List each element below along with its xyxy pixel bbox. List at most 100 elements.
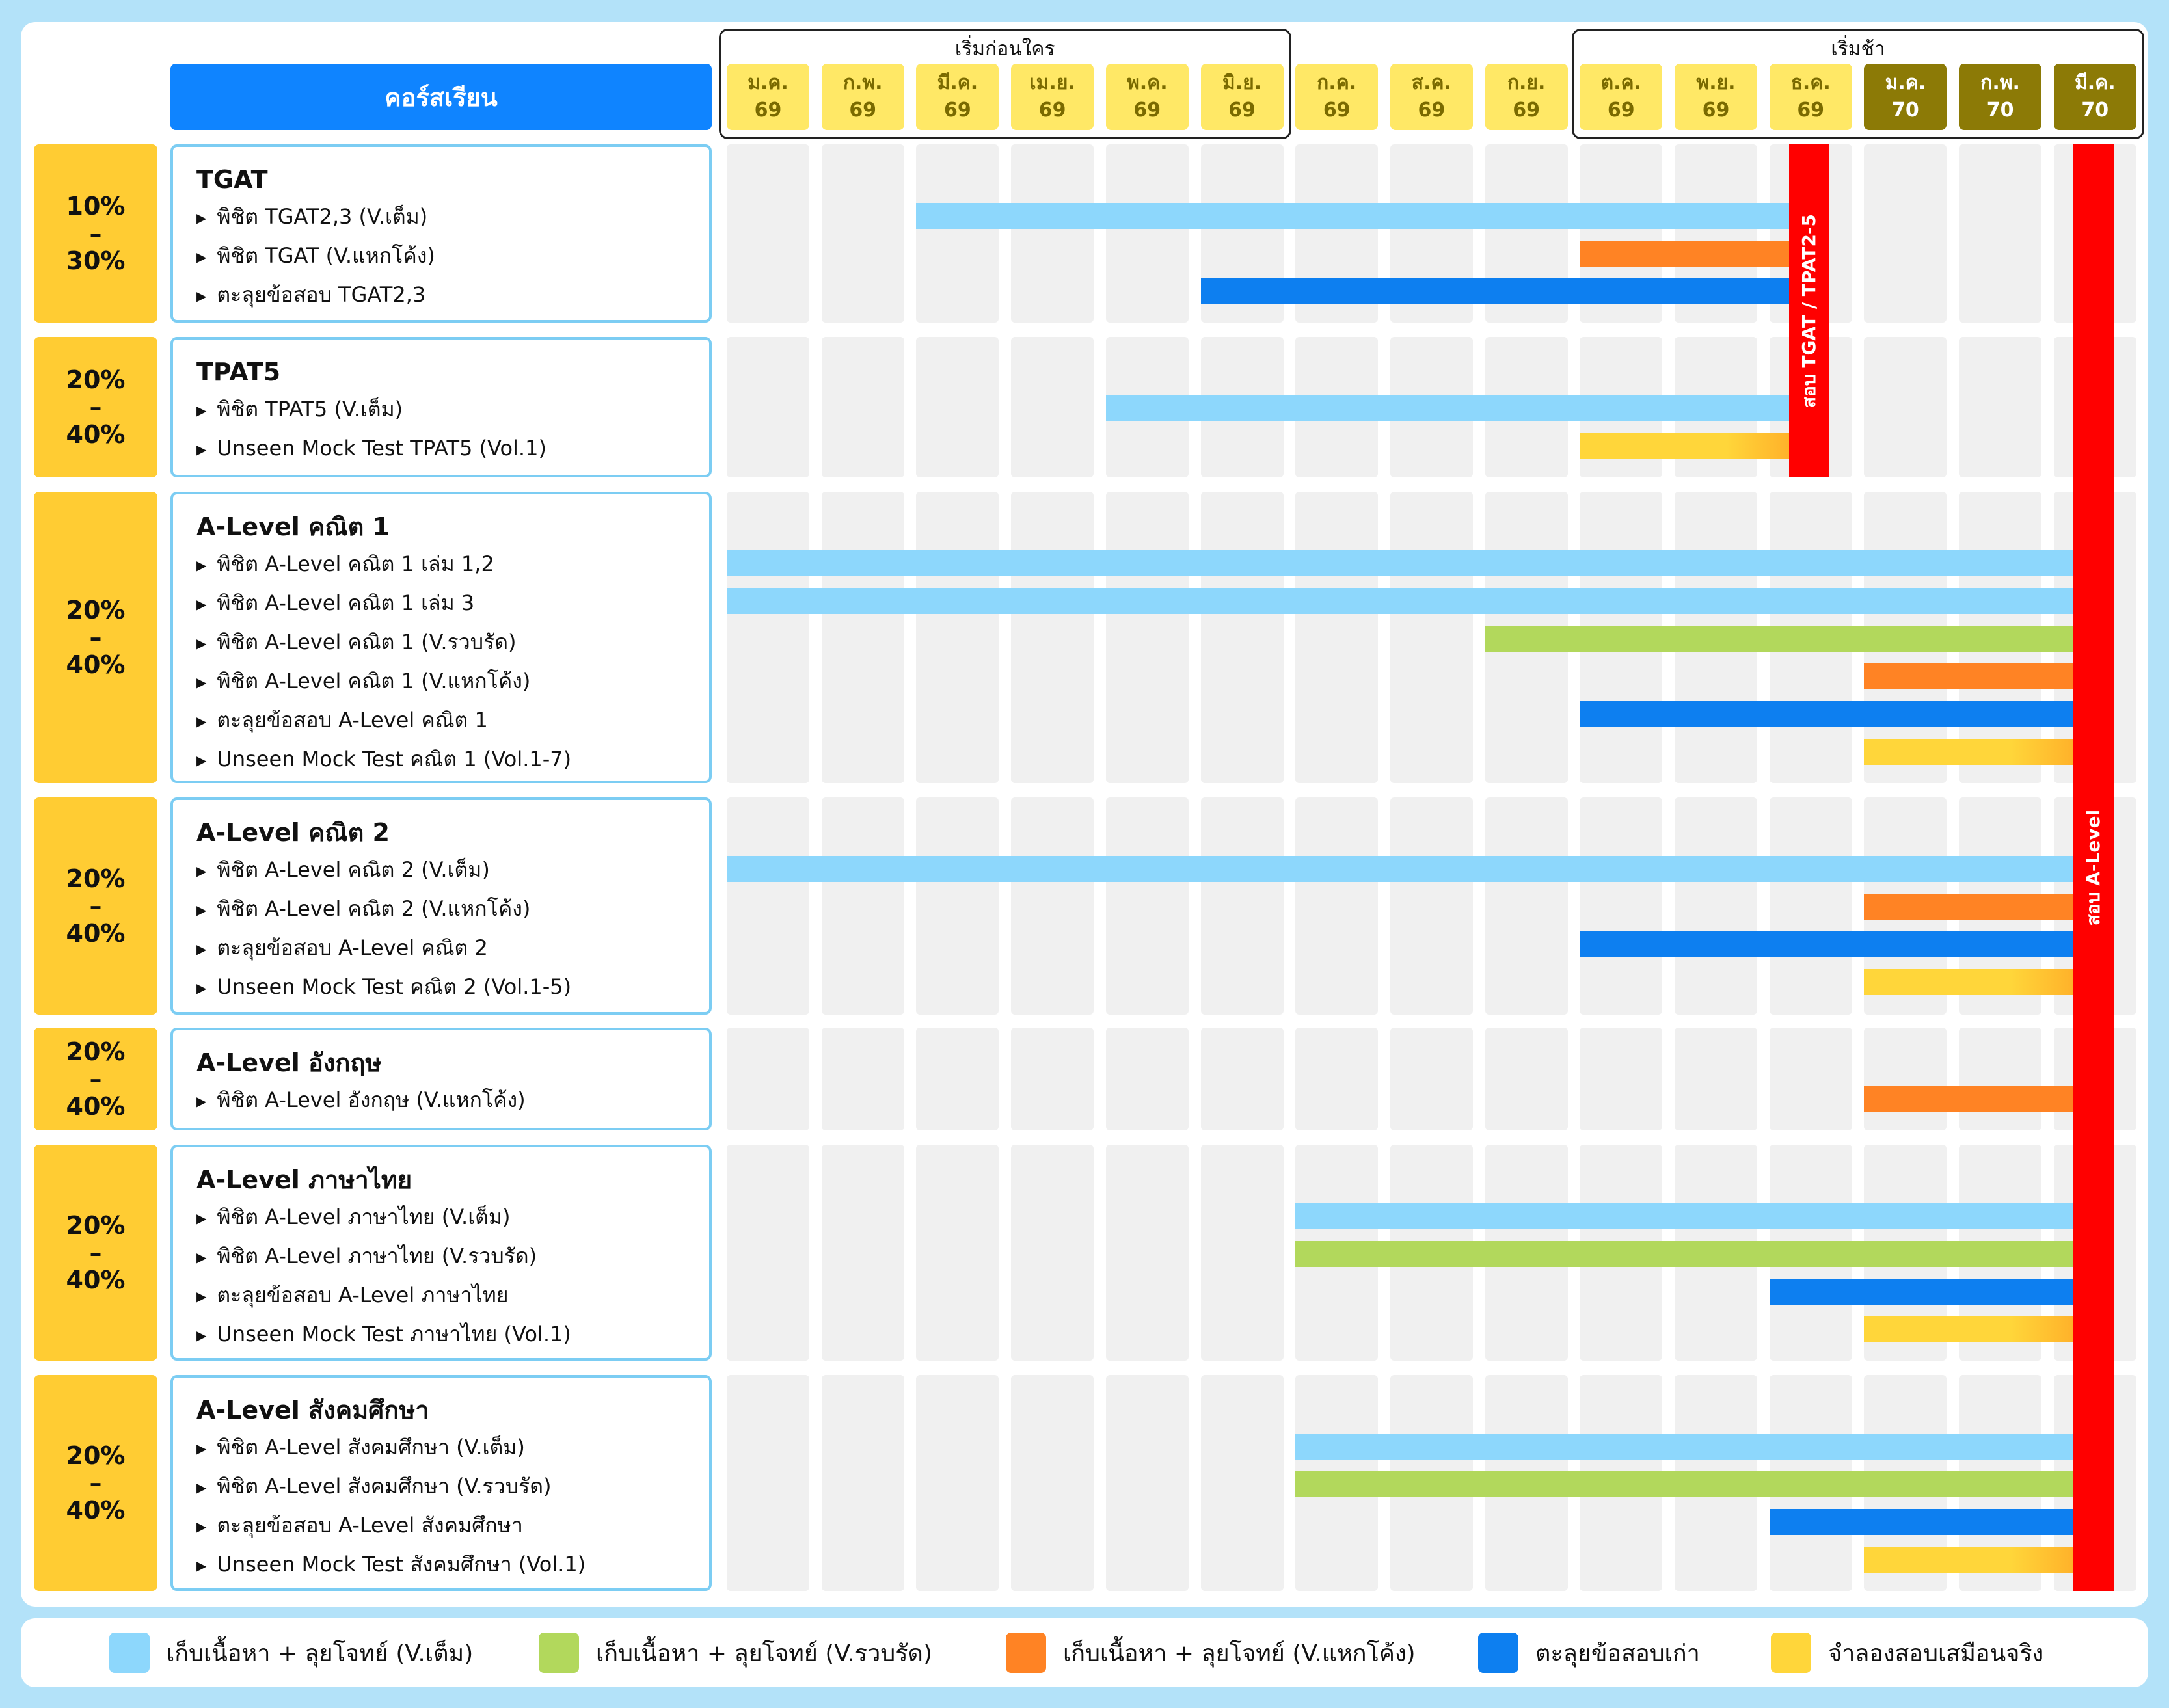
schedule-bar-full[interactable]	[1295, 1203, 2073, 1229]
schedule-bar-full[interactable]	[727, 856, 2073, 882]
schedule-bar-mock[interactable]	[1864, 739, 2073, 765]
grid-cell	[727, 144, 809, 323]
grid-cell	[727, 1145, 809, 1361]
grid-cell	[1390, 1028, 1473, 1130]
schedule-bar-past[interactable]	[1200, 278, 1789, 304]
course-title: A-Level คณิต 2	[196, 818, 390, 847]
course-item[interactable]: ▶ พิชิต A-Level คณิต 2 (V.เต็ม)	[196, 851, 709, 890]
legend-swatch-past	[1478, 1633, 1518, 1673]
month-header-13: ม.ค. 70	[1864, 64, 1947, 130]
schedule-bar-mock[interactable]	[1580, 433, 1789, 459]
percent-dash: –	[89, 219, 102, 248]
schedule-bar-past[interactable]	[1769, 1509, 2073, 1535]
schedule-bar-full[interactable]	[727, 550, 2073, 576]
triangle-right-icon: ▶	[196, 674, 207, 690]
schedule-bar-full[interactable]	[916, 203, 1789, 229]
schedule-bar-past[interactable]	[1580, 931, 2073, 957]
schedule-bar-summary[interactable]	[1485, 626, 2073, 652]
schedule-bar-summary[interactable]	[1295, 1471, 2073, 1497]
month-header-2: ก.พ. 69	[821, 64, 904, 130]
triangle-right-icon: ▶	[196, 288, 207, 304]
month-year: 69	[754, 99, 782, 122]
course-item[interactable]: ▶ พิชิต A-Level ภาษาไทย (V.เต็ม)	[196, 1198, 709, 1237]
grid-cell	[821, 797, 904, 1015]
schedule-bar-turbo[interactable]	[1864, 894, 2073, 920]
course-item[interactable]: ▶ Unseen Mock Test ภาษาไทย (Vol.1)	[196, 1315, 709, 1354]
grid-cell	[1675, 797, 1757, 1015]
course-item[interactable]: ▶ พิชิต TGAT2,3 (V.เต็ม)	[196, 198, 709, 237]
month-name: เม.ย.	[1029, 72, 1075, 94]
triangle-right-icon: ▶	[196, 1441, 207, 1456]
grid-cell	[821, 492, 904, 783]
grid-cell	[821, 144, 904, 323]
month-name: ม.ค.	[1885, 72, 1926, 94]
course-item-label: Unseen Mock Test สังคมศึกษา (Vol.1)	[217, 1552, 586, 1577]
schedule-bar-turbo[interactable]	[1864, 663, 2073, 689]
grid-cell	[821, 1375, 904, 1591]
course-item[interactable]: ▶ พิชิต A-Level คณิต 1 เล่ม 3	[196, 584, 709, 623]
legend-label: ตะลุยข้อสอบเก่า	[1535, 1640, 1700, 1667]
course-item[interactable]: ▶ Unseen Mock Test สังคมศึกษา (Vol.1)	[196, 1545, 709, 1584]
month-header-12: ธ.ค. 69	[1769, 64, 1852, 130]
course-item[interactable]: ▶ ตะลุยข้อสอบ A-Level คณิต 1	[196, 701, 709, 740]
schedule-bar-summary[interactable]	[1295, 1241, 2073, 1267]
legend-swatch-summary	[539, 1633, 579, 1673]
schedule-bar-turbo[interactable]	[1864, 1086, 2073, 1112]
schedule-bar-mock[interactable]	[1864, 969, 2073, 995]
month-name: มี.ค.	[937, 72, 978, 94]
course-item[interactable]: ▶ Unseen Mock Test คณิต 2 (Vol.1-5)	[196, 968, 709, 1007]
course-item[interactable]: ▶ พิชิต A-Level สังคมศึกษา (V.เต็ม)	[196, 1428, 709, 1467]
course-item[interactable]: ▶ ตะลุยข้อสอบ A-Level คณิต 2	[196, 929, 709, 968]
schedule-bar-past[interactable]	[1769, 1279, 2073, 1305]
schedule-bar-mock[interactable]	[1864, 1547, 2073, 1573]
schedule-bar-full[interactable]	[727, 588, 2073, 614]
grid-cell	[1105, 492, 1189, 783]
course-item[interactable]: ▶ ตะลุยข้อสอบ TGAT2,3	[196, 276, 709, 315]
grid-cell	[1485, 1028, 1568, 1130]
course-item[interactable]: ▶ พิชิต TPAT5 (V.เต็ม)	[196, 390, 709, 429]
grid-cell	[821, 337, 904, 477]
schedule-bar-full[interactable]	[1295, 1434, 2073, 1460]
month-header-8: ส.ค. 69	[1390, 64, 1473, 130]
month-header-10: ต.ค. 69	[1580, 64, 1663, 130]
percent-min: 20%	[66, 864, 126, 893]
month-year: 70	[1986, 99, 2014, 122]
course-item[interactable]: ▶ พิชิต A-Level อังกฤษ (V.แหกโค้ง)	[196, 1081, 709, 1120]
course-item[interactable]: ▶ พิชิต A-Level คณิต 1 (V.แหกโค้ง)	[196, 662, 709, 701]
month-name: มิ.ย.	[1222, 72, 1262, 94]
schedule-bar-mock[interactable]	[1864, 1316, 2073, 1342]
grid-cell	[916, 337, 999, 477]
triangle-right-icon: ▶	[196, 210, 207, 226]
month-name: ธ.ค.	[1790, 72, 1831, 94]
course-item[interactable]: ▶ พิชิต A-Level สังคมศึกษา (V.รวบรัด)	[196, 1467, 709, 1506]
month-year: 70	[1892, 99, 1919, 122]
course-item-label: พิชิต TPAT5 (V.เต็ม)	[217, 397, 403, 421]
legend-item-full: เก็บเนื้อหา + ลุยโจทย์ (V.เต็ม)	[109, 1633, 473, 1673]
grid-cell	[916, 492, 999, 783]
course-item[interactable]: ▶ พิชิต A-Level คณิต 1 เล่ม 1,2	[196, 545, 709, 584]
course-item[interactable]: ▶ ตะลุยข้อสอบ A-Level ภาษาไทย	[196, 1276, 709, 1315]
grid-cell	[1675, 1028, 1757, 1130]
legend-label: เก็บเนื้อหา + ลุยโจทย์ (V.รวบรัด)	[596, 1640, 932, 1667]
course-item-label: ตะลุยข้อสอบ A-Level คณิต 1	[217, 708, 488, 732]
course-item[interactable]: ▶ พิชิต A-Level คณิต 1 (V.รวบรัด)	[196, 623, 709, 662]
month-header-3: มี.ค. 69	[916, 64, 999, 130]
grid-cell	[1295, 797, 1379, 1015]
schedule-bar-full[interactable]	[1105, 395, 1789, 421]
grid-cell	[1200, 797, 1284, 1015]
course-box-2: TPAT5 ▶ พิชิต TPAT5 (V.เต็ม) ▶ Unseen Mock T…	[170, 337, 712, 477]
course-item[interactable]: ▶ ตะลุยข้อสอบ A-Level สังคมศึกษา	[196, 1506, 709, 1545]
grid-cell	[1580, 1028, 1663, 1130]
month-year: 69	[849, 99, 877, 122]
course-item-label: Unseen Mock Test TPAT5 (Vol.1)	[217, 436, 546, 460]
course-item-label: พิชิต A-Level สังคมศึกษา (V.เต็ม)	[217, 1435, 525, 1460]
course-item[interactable]: ▶ พิชิต A-Level คณิต 2 (V.แหกโค้ง)	[196, 890, 709, 929]
course-item[interactable]: ▶ Unseen Mock Test TPAT5 (Vol.1)	[196, 429, 709, 468]
schedule-bar-turbo[interactable]	[1580, 241, 1789, 267]
month-name: ก.ค.	[1317, 72, 1357, 94]
course-item[interactable]: ▶ Unseen Mock Test คณิต 1 (Vol.1-7)	[196, 740, 709, 779]
month-year: 69	[1323, 99, 1351, 122]
schedule-bar-past[interactable]	[1580, 701, 2073, 727]
course-item[interactable]: ▶ พิชิต A-Level ภาษาไทย (V.รวบรัด)	[196, 1237, 709, 1276]
course-item[interactable]: ▶ พิชิต TGAT (V.แหกโค้ง)	[196, 237, 709, 276]
